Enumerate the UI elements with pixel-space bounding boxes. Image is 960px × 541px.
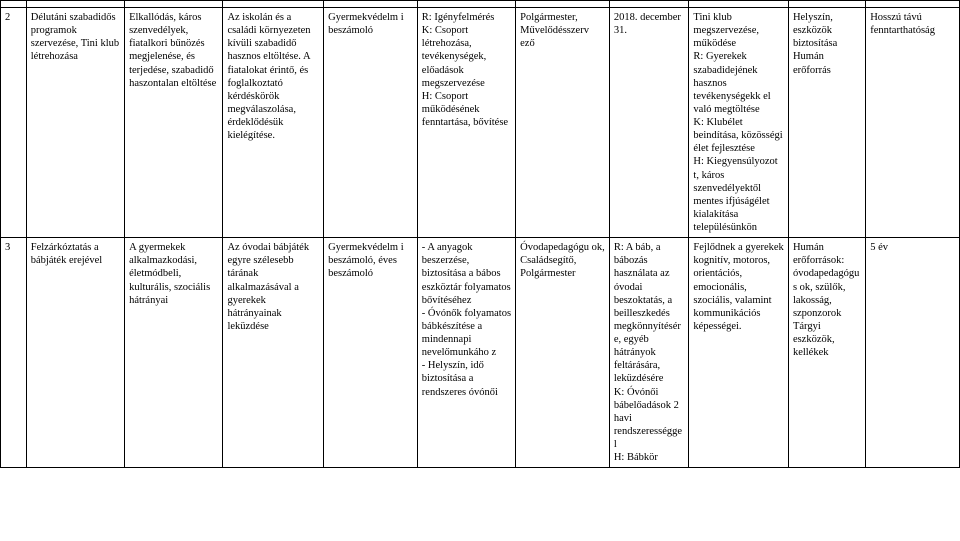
cell-c7: R: A báb, a bábozás használata az óvodai… xyxy=(609,238,689,468)
cell-c5: - A anyagok beszerzése, biztosítása a bá… xyxy=(417,238,515,468)
table-row: 3 Felzárkóztatás a bábjáték erejével A g… xyxy=(1,238,960,468)
cell-c7: 2018. december 31. xyxy=(609,8,689,238)
cell-c3: Az óvodai bábjáték egyre szélesebb tárán… xyxy=(223,238,324,468)
cell-c10: Hosszú távú fenntarthatóság xyxy=(866,8,960,238)
cell-c9: Humán erőforrások: óvodapedagógus ok, sz… xyxy=(788,238,865,468)
cell-c6: Óvodapedagógu ok, Családsegítő, Polgárme… xyxy=(516,238,610,468)
header-row xyxy=(1,1,960,8)
cell-c9: Helyszín, eszközök biztosításaHumán erőf… xyxy=(788,8,865,238)
row-id: 2 xyxy=(1,8,27,238)
program-table: 2 Délutáni szabadidős programok szervezé… xyxy=(0,0,960,468)
cell-c8: Tini klub megszervezése, működéseR: Gyer… xyxy=(689,8,789,238)
cell-c5: R: IgényfelmérésK: Csoport létrehozása, … xyxy=(417,8,515,238)
cell-c2: A gyermekek alkalmazkodási, életmódbeli,… xyxy=(125,238,223,468)
cell-c8: Fejlődnek a gyerekek kognitív, motoros, … xyxy=(689,238,789,468)
cell-c3: Az iskolán és a családi környezeten kívü… xyxy=(223,8,324,238)
cell-c2: Elkallódás, káros szenvedélyek, fiatalko… xyxy=(125,8,223,238)
cell-c1: Felzárkóztatás a bábjáték erejével xyxy=(26,238,124,468)
row-id: 3 xyxy=(1,238,27,468)
cell-c4: Gyermekvédelm i beszámoló, éves beszámol… xyxy=(324,238,418,468)
cell-c1: Délutáni szabadidős programok szervezése… xyxy=(26,8,124,238)
table-row: 2 Délutáni szabadidős programok szervezé… xyxy=(1,8,960,238)
cell-c4: Gyermekvédelm i beszámoló xyxy=(324,8,418,238)
cell-c10: 5 év xyxy=(866,238,960,468)
cell-c6: Polgármester, Művelődésszerv ező xyxy=(516,8,610,238)
